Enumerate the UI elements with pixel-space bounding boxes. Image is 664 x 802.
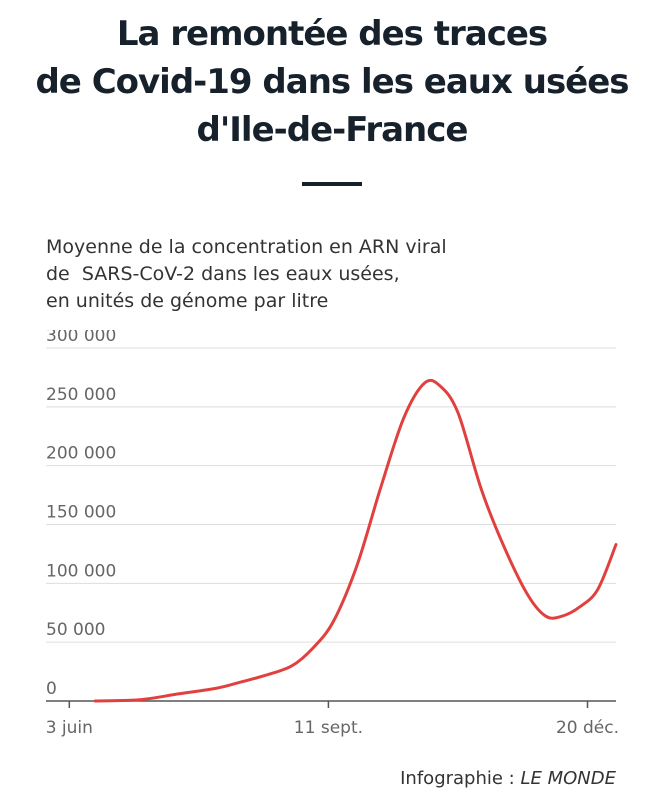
chart-title-line: d'Ile-de-France [196, 110, 469, 150]
credit: Infographie : LE MONDE [400, 768, 616, 789]
y-tick-label: 200 000 [46, 444, 116, 464]
credit-label: Infographie : [400, 768, 521, 789]
y-tick-label: 250 000 [46, 385, 116, 405]
chart-subtitle-line: Moyenne de la concentration en ARN viral [46, 236, 447, 258]
credit-source: LE MONDE [520, 768, 616, 789]
series-line [93, 378, 618, 703]
chart-subtitle-line: en unités de génome par litre [46, 290, 329, 312]
chart-subtitle: Moyenne de la concentration en ARN viral… [46, 234, 646, 315]
chart-subtitle-line: de SARS-CoV-2 dans les eaux usées, [46, 263, 400, 285]
line-chart: 0 50 000 100 000 150 000 200 000 250 000 300 0… [46, 330, 619, 738]
y-tick-label: 100 000 [46, 561, 116, 581]
title-divider [302, 182, 362, 186]
y-tick-label: 300 000 [46, 330, 116, 346]
x-tick-label: 3 juin [46, 718, 93, 738]
chart-title: La remontée des traces de Covid-19 dans … [0, 10, 664, 154]
chart-title-line: La remontée des traces [116, 14, 548, 54]
y-tick-label: 0 [46, 679, 57, 699]
chart-title-line: de Covid-19 dans les eaux usées [35, 62, 629, 102]
y-tick-label: 150 000 [46, 503, 116, 523]
y-tick-label: 50 000 [46, 620, 105, 640]
x-tick-label: 11 sept. [294, 718, 363, 738]
x-tick-label: 20 déc. [556, 718, 619, 738]
